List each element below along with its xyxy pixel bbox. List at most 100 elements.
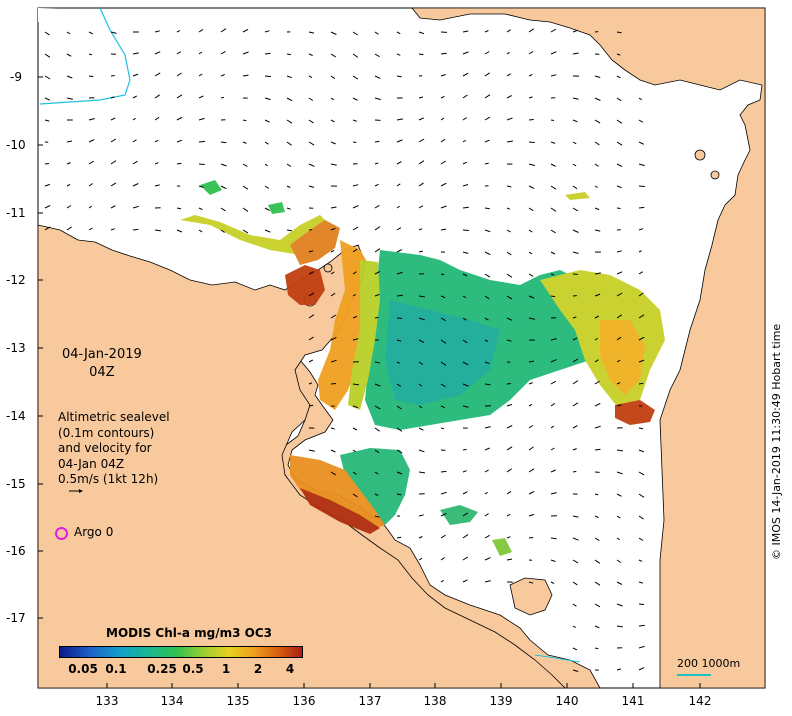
velocity-arrow xyxy=(638,493,645,498)
velocity-arrow xyxy=(462,491,468,495)
velocity-arrow xyxy=(308,141,315,146)
velocity-arrow xyxy=(396,75,402,78)
velocity-arrow xyxy=(484,557,491,561)
velocity-arrow xyxy=(66,162,71,165)
velocity-arrow xyxy=(220,207,226,212)
velocity-arrow xyxy=(374,31,379,35)
velocity-arrow xyxy=(462,161,467,165)
velocity-arrow xyxy=(330,141,336,145)
velocity-arrow xyxy=(374,97,381,101)
velocity-arrow xyxy=(550,229,556,234)
velocity-arrow xyxy=(616,31,622,34)
velocity-arrow xyxy=(330,75,336,80)
velocity-arrow xyxy=(638,314,645,319)
velocity-arrow xyxy=(638,271,643,275)
velocity-arrow xyxy=(594,380,600,385)
velocity-arrow xyxy=(352,471,357,475)
velocity-arrow xyxy=(594,448,601,451)
velocity-arrow xyxy=(594,647,599,650)
colorbar-tick-label: 0.1 xyxy=(105,662,127,676)
velocity-arrow xyxy=(572,402,579,407)
velocity-arrow xyxy=(616,97,622,102)
longitude-tick-label: 137 xyxy=(358,694,382,708)
velocity-arrow xyxy=(638,359,645,363)
velocity-arrow xyxy=(506,446,513,451)
velocity-arrow xyxy=(66,31,71,35)
velocity-arrow xyxy=(550,380,557,385)
velocity-arrow xyxy=(484,51,490,55)
velocity-arrow xyxy=(550,492,557,495)
velocity-arrow xyxy=(374,361,380,364)
velocity-arrow xyxy=(220,141,227,144)
velocity-arrow xyxy=(638,427,644,430)
velocity-arrow xyxy=(264,229,271,233)
velocity-arrow xyxy=(132,52,139,55)
velocity-arrow xyxy=(506,490,512,495)
velocity-arrow xyxy=(506,383,511,385)
velocity-arrow xyxy=(308,97,314,101)
colorbar-tick-label: 0.25 xyxy=(147,662,177,676)
velocity-arrow xyxy=(154,94,160,99)
velocity-arrow xyxy=(484,383,491,386)
velocity-arrow xyxy=(440,491,447,495)
velocity-arrow xyxy=(572,163,577,167)
velocity-arrow xyxy=(198,51,203,55)
velocity-arrow xyxy=(352,248,358,253)
velocity-arrow xyxy=(506,513,511,517)
latitude-tick-label: -9 xyxy=(10,70,22,84)
velocity-arrow xyxy=(550,28,557,33)
velocity-arrow xyxy=(550,51,557,55)
velocity-arrow xyxy=(418,295,425,298)
velocity-arrow xyxy=(528,468,535,473)
velocity-arrow xyxy=(440,228,447,231)
velocity-arrow xyxy=(484,207,490,210)
velocity-arrow xyxy=(594,119,601,124)
velocity-arrow xyxy=(110,117,116,121)
velocity-arrow xyxy=(132,139,137,143)
velocity-arrow xyxy=(638,515,644,520)
velocity-arrow xyxy=(44,183,51,187)
velocity-arrow xyxy=(396,118,403,121)
velocity-arrow xyxy=(198,95,204,99)
velocity-arrow xyxy=(44,204,51,209)
colorbar-title: MODIS Chl-a mg/m3 OC3 xyxy=(106,626,272,640)
velocity-arrow xyxy=(242,28,249,33)
velocity-arrow xyxy=(550,425,555,429)
chl-northwest-orange xyxy=(290,220,340,265)
velocity-arrow xyxy=(616,250,622,253)
velocity-arrow xyxy=(616,404,622,407)
velocity-arrow xyxy=(220,28,227,33)
longitude-tick-label: 139 xyxy=(489,694,513,708)
velocity-arrow xyxy=(440,317,447,322)
velocity-arrow xyxy=(462,556,469,561)
velocity-arrow xyxy=(110,96,115,99)
velocity-arrow xyxy=(242,51,249,55)
velocity-arrow xyxy=(440,74,446,77)
velocity-arrow xyxy=(594,315,600,319)
velocity-arrow xyxy=(484,580,491,583)
velocity-arrow xyxy=(440,534,446,539)
velocity-arrow xyxy=(616,292,623,297)
land-arnhem xyxy=(37,224,566,689)
velocity-arrow xyxy=(506,339,512,342)
velocity-arrow xyxy=(308,185,315,188)
velocity-arrow xyxy=(286,141,292,146)
velocity-arrow xyxy=(330,163,337,166)
velocity-arrow xyxy=(440,339,447,344)
chl-west-coast-orange xyxy=(318,240,372,410)
chl-northeast-yellow xyxy=(565,192,590,200)
velocity-arrow xyxy=(462,72,469,77)
velocity-arrow xyxy=(352,97,358,101)
velocity-arrow xyxy=(220,96,225,99)
velocity-arrow xyxy=(330,427,335,430)
velocity-arrow xyxy=(638,537,644,541)
velocity-arrow xyxy=(594,141,600,146)
velocity-arrow xyxy=(220,229,225,233)
velocity-arrow xyxy=(176,116,183,121)
velocity-arrow xyxy=(572,647,578,651)
velocity-legend: Altimetric sealevel (0.1m contours) and … xyxy=(58,410,170,488)
velocity-arrow xyxy=(418,427,424,431)
velocity-arrow xyxy=(330,227,336,231)
velocity-arrow xyxy=(88,53,93,56)
velocity-arrow xyxy=(572,119,578,123)
